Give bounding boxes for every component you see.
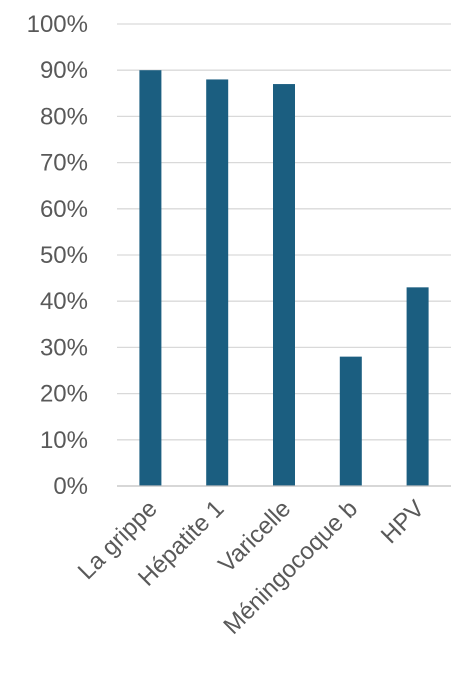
y-tick-label: 20% (40, 381, 88, 408)
y-tick-label: 100% (27, 11, 88, 38)
y-tick-label: 90% (40, 57, 88, 84)
bar (406, 287, 429, 486)
y-axis-tick-labels: 0% 10% 20% 30% 40% 50% 60% 70% 80% 90% 100% (27, 11, 88, 500)
y-tick-label: 10% (40, 427, 88, 454)
y-tick-label: 50% (40, 242, 88, 269)
x-category-label: HPV (376, 495, 430, 549)
y-tick-label: 60% (40, 196, 88, 223)
bars (139, 70, 429, 486)
y-tick-label: 80% (40, 103, 88, 130)
bar (339, 356, 362, 486)
bar (139, 70, 162, 486)
y-tick-label: 40% (40, 288, 88, 315)
bar (273, 84, 295, 486)
bar (206, 79, 229, 486)
y-tick-label: 30% (40, 334, 88, 361)
y-tick-label: 70% (40, 150, 88, 177)
y-tick-label: 0% (53, 473, 88, 500)
